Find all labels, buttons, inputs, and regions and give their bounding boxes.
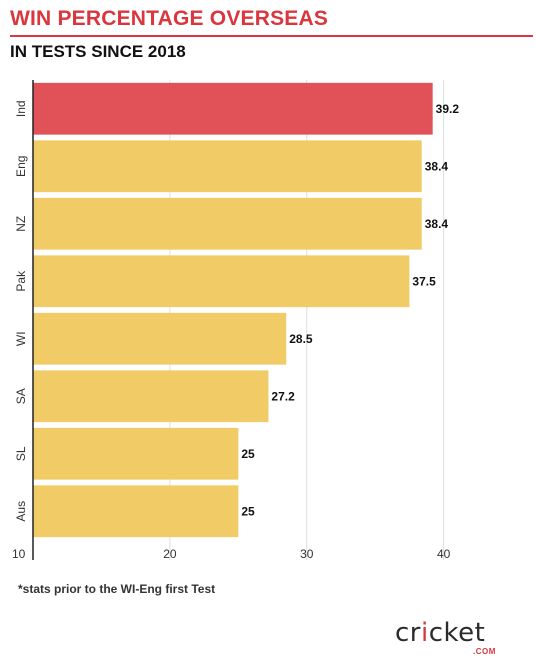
cricket-com-logo: cricket .COM [395,618,515,658]
logo-suffix: .COM [473,647,496,656]
data-label: 38.4 [425,159,449,173]
data-label: 28.5 [289,332,313,346]
data-label: 27.2 [271,389,295,403]
x-tick-label: 30 [300,547,314,561]
x-tick-label: 40 [437,547,451,561]
chart-title: WIN PERCENTAGE OVERSEAS [10,7,329,30]
category-label: SA [14,388,28,404]
category-label: Eng [14,156,28,177]
data-label: 39.2 [436,102,460,116]
bar-sa [33,370,269,423]
bar-chart: 10 20 30 40 39.2 Ind 38.4 Eng 38.4 NZ 37.5 Pak 28.5 W… [12,80,460,561]
category-label: WI [14,331,28,346]
category-label: Pak [14,270,28,292]
bar-nz [33,197,422,250]
category-label: Ind [14,100,28,117]
data-label: 25 [241,504,255,518]
footnote: *stats prior to the WI-Eng first Test [18,582,216,596]
data-label: 25 [241,447,255,461]
bar-ind [33,82,433,135]
chart-subtitle: IN TESTS SINCE 2018 [10,42,186,61]
title-divider [10,35,533,37]
x-tick-label: 20 [163,547,177,561]
bar-sl [33,427,239,480]
logo-wordmark: cricket [395,618,486,648]
category-label: NZ [14,216,28,232]
bar-aus [33,485,239,538]
bar-wi [33,312,287,365]
category-label: SL [14,446,28,461]
x-tick-label: 10 [12,547,26,561]
data-label: 37.5 [412,274,436,288]
data-label: 38.4 [425,217,449,231]
bar-pak [33,255,410,308]
bar-eng [33,140,422,193]
category-label: Aus [14,501,28,522]
